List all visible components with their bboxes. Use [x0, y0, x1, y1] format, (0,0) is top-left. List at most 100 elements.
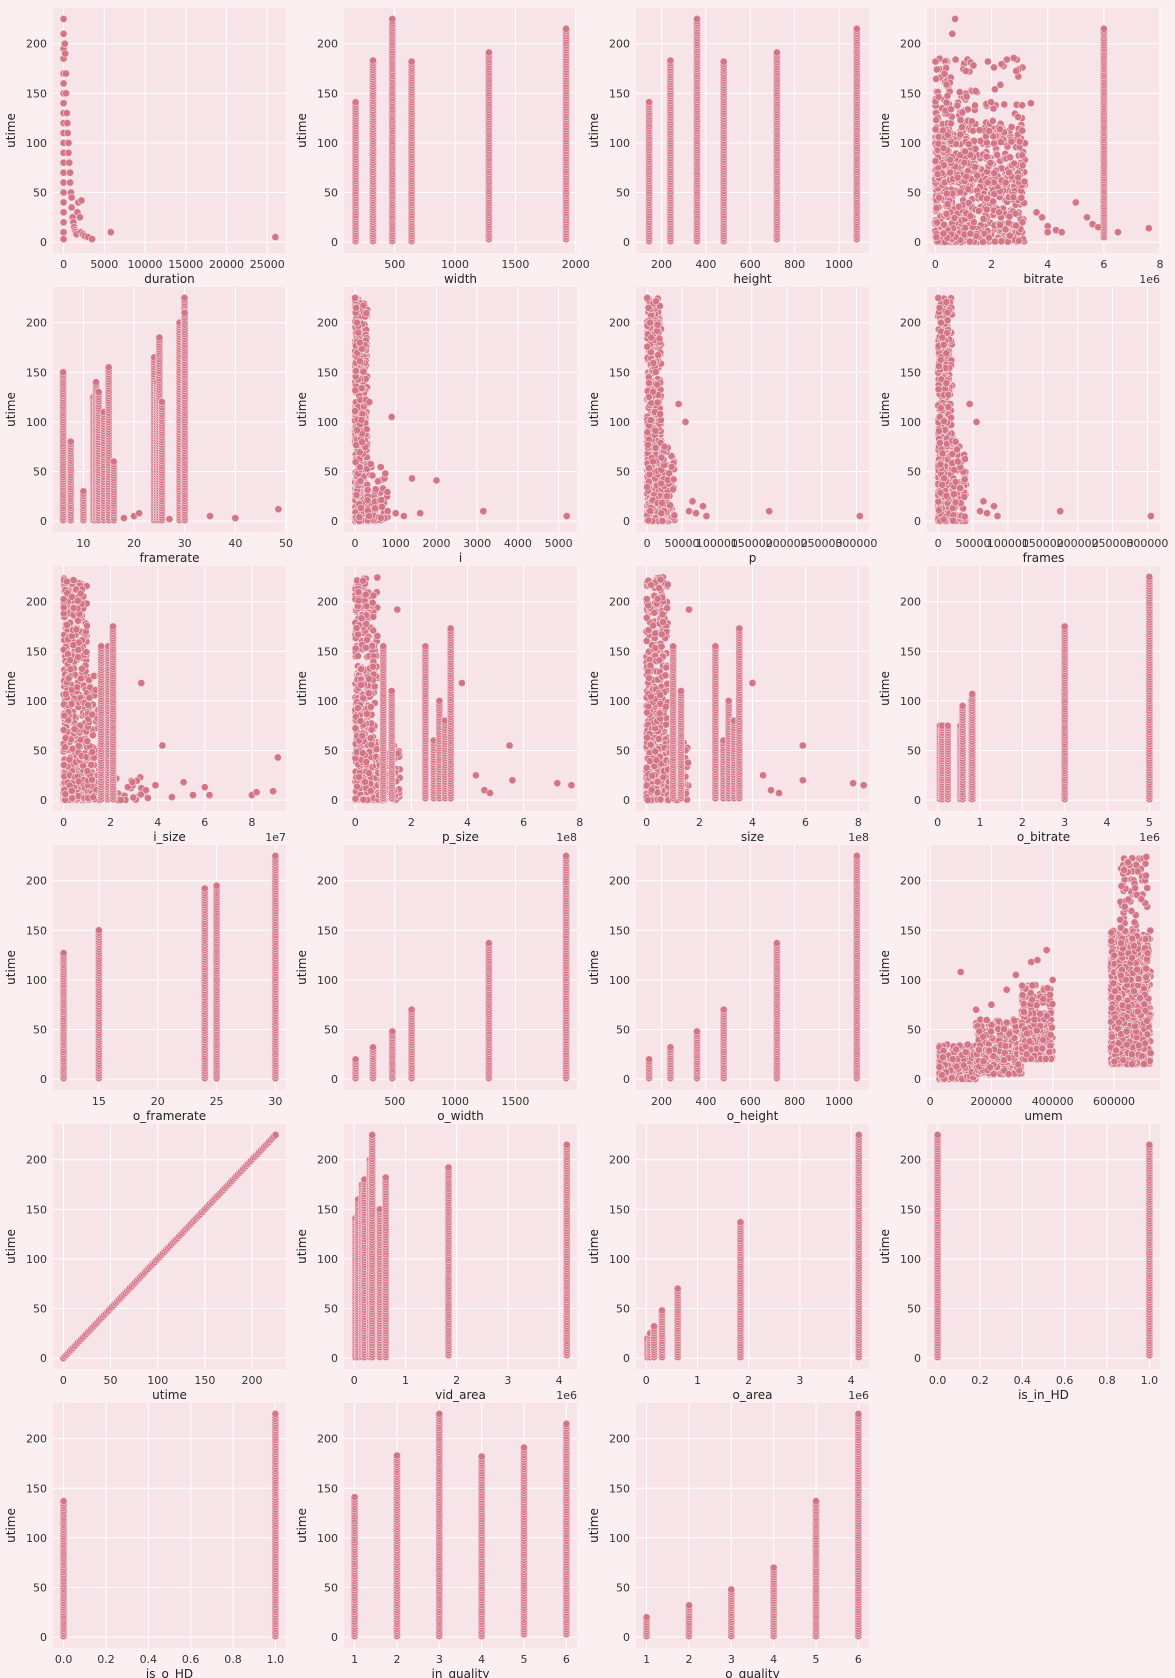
y-tick-label: 150: [900, 366, 921, 379]
x-axis-label: width: [444, 272, 477, 286]
data-point: [64, 148, 73, 157]
data-point: [944, 390, 953, 399]
data-point: [374, 477, 382, 486]
x-tick-label: 0: [644, 537, 651, 550]
data-point: [231, 514, 240, 522]
x-tick-label: 30: [178, 537, 192, 550]
data-point: [1015, 236, 1023, 245]
data-point: [645, 98, 653, 107]
data-point: [765, 507, 774, 516]
data-point: [359, 367, 368, 376]
data-point: [936, 404, 945, 412]
data-point: [383, 488, 392, 496]
data-point: [942, 80, 951, 89]
data-point: [969, 126, 977, 135]
data-point: [104, 363, 113, 372]
data-point: [936, 438, 944, 447]
data-point: [155, 333, 164, 342]
data-point: [951, 14, 959, 23]
data-point: [961, 223, 970, 232]
data-point: [964, 140, 973, 149]
data-point: [773, 48, 781, 57]
y-tick-label: 150: [317, 366, 338, 379]
data-point: [940, 69, 949, 78]
data-point: [65, 158, 74, 167]
data-point: [939, 340, 948, 349]
data-point: [1027, 99, 1035, 108]
data-point: [990, 502, 998, 511]
data-point: [950, 490, 958, 499]
data-point: [180, 293, 189, 302]
data-point: [950, 213, 959, 222]
data-point: [59, 368, 67, 377]
data-point: [646, 507, 655, 515]
data-point: [692, 509, 700, 518]
data-point: [67, 203, 76, 212]
data-point: [997, 60, 1006, 69]
y-tick-label: 50: [907, 186, 921, 199]
data-point: [971, 163, 979, 171]
y-axis-label: utime: [878, 392, 892, 427]
data-point: [931, 57, 940, 66]
data-point: [972, 417, 981, 426]
data-point: [937, 318, 945, 327]
x-axis-label: frames: [1023, 551, 1065, 565]
x-tick-label: 5000: [90, 258, 118, 271]
data-point: [939, 144, 948, 153]
data-point: [651, 368, 660, 376]
data-point: [856, 512, 864, 520]
data-point: [66, 168, 74, 177]
data-point: [669, 485, 677, 494]
x-tick-label: 3000: [463, 537, 491, 550]
data-point: [59, 79, 68, 88]
x-tick-label: 40: [228, 537, 242, 550]
data-point: [947, 105, 955, 114]
y-tick-label: 150: [26, 366, 47, 379]
y-tick-label: 200: [317, 38, 338, 51]
y-axis-label: utime: [878, 113, 892, 148]
data-point: [59, 208, 68, 217]
plot-area: [53, 8, 286, 253]
data-point: [1014, 113, 1022, 121]
data-point: [376, 463, 385, 471]
y-tick-label: 100: [26, 416, 47, 429]
data-point: [432, 476, 441, 485]
y-tick-label: 0: [623, 236, 630, 249]
data-point: [1043, 228, 1052, 237]
data-point: [353, 426, 361, 435]
data-point: [951, 477, 960, 486]
data-point: [271, 233, 280, 241]
y-tick-label: 100: [609, 416, 630, 429]
x-tick-label: 0: [60, 258, 67, 271]
data-point: [667, 462, 676, 471]
data-point: [649, 457, 657, 466]
x-tick-label: 500: [384, 258, 405, 271]
y-tick-label: 200: [900, 38, 921, 51]
axis-offset-label: 1e6: [1139, 273, 1160, 286]
data-point: [562, 512, 571, 520]
data-point: [942, 491, 951, 500]
data-point: [965, 400, 974, 408]
data-point: [1020, 177, 1029, 186]
data-point: [997, 237, 1006, 246]
data-points: [351, 14, 570, 245]
data-point: [67, 193, 76, 202]
data-point: [964, 198, 973, 207]
data-point: [956, 130, 965, 139]
data-point: [660, 442, 669, 451]
data-point: [652, 297, 660, 306]
data-point: [951, 437, 960, 446]
data-point: [1000, 100, 1009, 109]
data-point: [352, 303, 361, 312]
data-point: [656, 410, 665, 418]
data-point: [657, 509, 666, 518]
data-point: [953, 173, 962, 182]
x-tick-label: 25000: [250, 258, 285, 271]
data-point: [120, 514, 128, 522]
y-axis-label: utime: [295, 113, 309, 148]
data-point: [59, 235, 68, 243]
data-point: [644, 516, 653, 525]
data-point: [654, 351, 662, 359]
data-point: [939, 229, 948, 238]
